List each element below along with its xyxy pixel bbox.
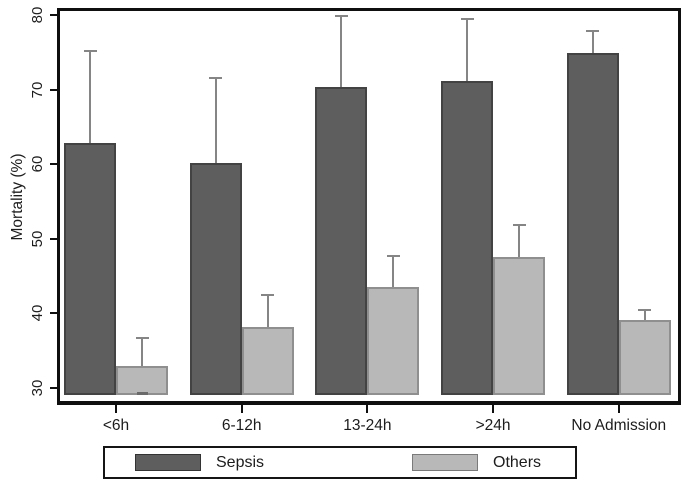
bar-others-1 [116, 365, 168, 396]
y-tick-mark [50, 88, 57, 91]
error-bar-sepsis-5 [591, 30, 594, 54]
error-bar-sepsis-2 [214, 78, 217, 163]
x-tick-label: 6-12h [221, 417, 262, 434]
y-tick-mark [50, 237, 57, 240]
error-bar-sepsis-4 [466, 18, 469, 81]
legend-label-others: Others [493, 453, 542, 471]
bar-others-5 [618, 320, 671, 396]
error-bar-cap-others-2 [261, 294, 275, 297]
bar-sepsis-4 [441, 80, 494, 396]
error-bar-others-3 [392, 255, 395, 287]
error-bar-cap-sepsis-1 [83, 49, 97, 52]
bar-others-4 [493, 256, 546, 396]
bar-others-3 [367, 286, 420, 396]
error-bar-cap-sepsis-4 [460, 17, 474, 20]
error-bar-others-5 [643, 309, 646, 321]
bar-others-2 [241, 326, 294, 396]
error-bar-cap-others-5 [638, 308, 652, 311]
bar-sepsis-5 [566, 53, 619, 396]
bar-sepsis-2 [189, 162, 242, 396]
plot-area [57, 8, 681, 405]
others-swatch [412, 454, 478, 471]
y-tick-label: 70 [29, 81, 46, 98]
x-tick-label: <6h [102, 417, 130, 434]
y-tick-label: 30 [29, 379, 46, 397]
x-tick-label: 13-24h [343, 417, 392, 434]
bar-sepsis-1 [64, 143, 116, 396]
legend: Sepsis Others [103, 446, 577, 479]
error-bar-others-2 [266, 295, 269, 327]
error-bar-others-1 [141, 338, 143, 366]
x-tick-label: >24h [475, 417, 511, 434]
error-bar-others-4 [518, 225, 521, 257]
y-tick-label: 80 [29, 6, 46, 24]
legend-item-sepsis: Sepsis [135, 448, 264, 477]
x-tick-mark [240, 405, 243, 413]
error-bar-sepsis-3 [340, 15, 343, 88]
bar-sepsis-3 [315, 87, 368, 396]
x-tick-label: No Admission [571, 417, 667, 434]
error-bar-cap-sepsis-2 [209, 77, 223, 80]
x-tick-mark [492, 405, 495, 413]
y-tick-mark [50, 163, 57, 166]
y-tick-label: 40 [29, 305, 46, 322]
y-tick-mark [50, 387, 57, 389]
x-tick-mark [115, 405, 117, 413]
error-bar-bottom-cap-others-1 [136, 392, 148, 396]
error-bar-cap-sepsis-5 [586, 29, 600, 32]
y-tick-mark [50, 14, 57, 16]
legend-item-others: Others [412, 448, 541, 477]
legend-label-sepsis: Sepsis [216, 453, 265, 471]
error-bar-cap-others-4 [512, 224, 526, 227]
y-tick-label: 60 [29, 155, 46, 173]
x-tick-mark [366, 405, 369, 413]
y-tick-label: 50 [29, 230, 46, 248]
error-bar-cap-sepsis-3 [334, 14, 348, 17]
error-bar-cap-others-1 [135, 337, 149, 340]
x-tick-mark [617, 405, 620, 413]
error-bar-sepsis-1 [89, 50, 91, 144]
y-tick-mark [50, 312, 57, 315]
error-bar-cap-others-3 [386, 254, 400, 257]
sepsis-swatch [135, 454, 201, 471]
